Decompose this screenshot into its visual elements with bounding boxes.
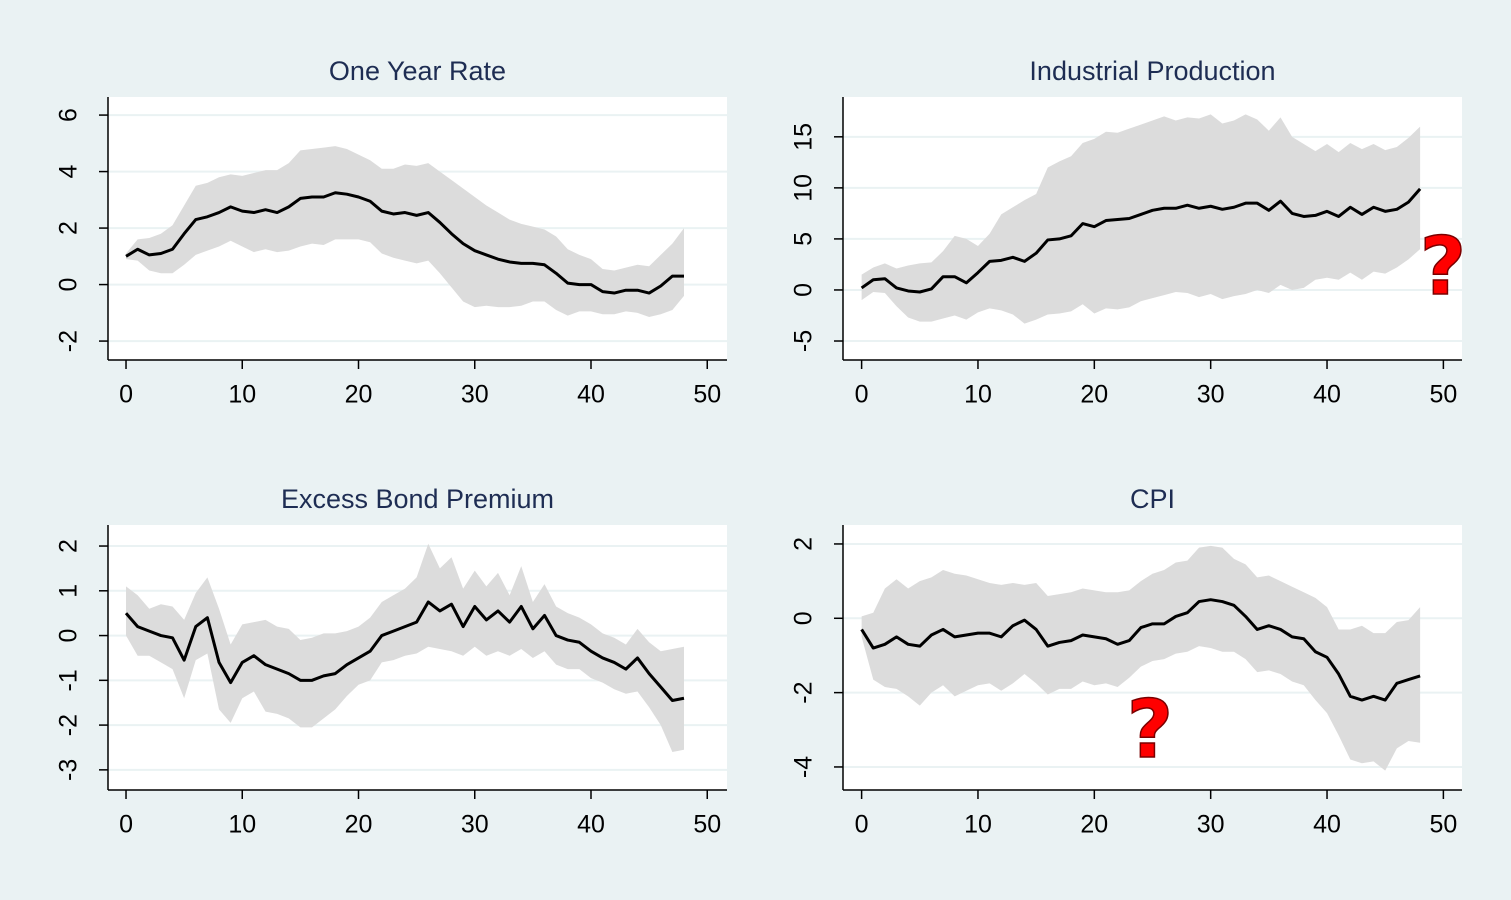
y-tick-label: 5	[790, 232, 818, 246]
confidence-band	[861, 545, 1421, 771]
x-tick-label: 30	[461, 811, 489, 839]
response-line	[860, 598, 1421, 702]
confidence-band	[126, 146, 684, 318]
x-tick-label: 0	[119, 381, 133, 409]
x-tick-label: 40	[577, 811, 605, 839]
y-tick-label: 0	[790, 283, 818, 297]
question-annotation: ?	[1420, 220, 1466, 313]
x-tick-label: 0	[119, 811, 133, 839]
y-tick-label: 6	[55, 108, 83, 122]
x-tick-label: 10	[228, 381, 256, 409]
y-tick-label: 2	[790, 537, 818, 551]
x-tick-label: 10	[228, 811, 256, 839]
chart-title: Excess Bond Premium	[281, 484, 554, 514]
x-tick-label: 0	[855, 381, 869, 409]
y-tick-label: -2	[790, 682, 818, 704]
y-tick-label: 15	[790, 123, 818, 151]
response-line	[860, 187, 1422, 294]
x-tick-label: 30	[1197, 811, 1225, 839]
x-tick-label: 40	[1313, 811, 1341, 839]
y-tick-label: -2	[55, 714, 83, 736]
x-tick-label: 20	[345, 381, 373, 409]
x-tick-label: 30	[461, 381, 489, 409]
x-tick-label: 20	[1080, 811, 1108, 839]
y-tick-label: 1	[55, 584, 83, 598]
y-tick-label: 0	[55, 629, 83, 643]
y-tick-label: 0	[790, 611, 818, 625]
confidence-band	[126, 543, 684, 752]
x-tick-label: 30	[1197, 381, 1225, 409]
x-tick-label: 10	[964, 811, 992, 839]
y-tick-label: -3	[55, 759, 83, 781]
y-tick-label: 10	[790, 174, 818, 202]
x-tick-label: 50	[1429, 811, 1457, 839]
x-tick-label: 50	[693, 811, 721, 839]
x-tick-label: 0	[855, 811, 869, 839]
x-tick-label: 10	[964, 381, 992, 409]
x-tick-label: 40	[577, 381, 605, 409]
x-tick-label: 50	[1429, 381, 1457, 409]
chart-title: Industrial Production	[1029, 56, 1275, 86]
x-tick-label: 20	[1080, 381, 1108, 409]
response-line	[124, 600, 685, 702]
x-tick-label: 40	[1313, 381, 1341, 409]
question-annotation: ?	[1127, 683, 1173, 776]
x-tick-label: 50	[693, 381, 721, 409]
y-tick-label: -1	[55, 669, 83, 691]
response-line	[125, 191, 684, 295]
chart-title: One Year Rate	[329, 56, 506, 86]
y-tick-label: 2	[55, 539, 83, 553]
y-tick-label: 2	[55, 221, 83, 235]
y-tick-label: -2	[55, 330, 83, 352]
y-tick-label: -5	[790, 330, 818, 352]
y-tick-label: 4	[55, 165, 83, 179]
y-tick-label: 0	[55, 278, 83, 292]
confidence-band	[861, 114, 1421, 324]
y-tick-label: -4	[790, 756, 818, 778]
chart-title: CPI	[1130, 484, 1175, 514]
x-tick-label: 20	[345, 811, 373, 839]
